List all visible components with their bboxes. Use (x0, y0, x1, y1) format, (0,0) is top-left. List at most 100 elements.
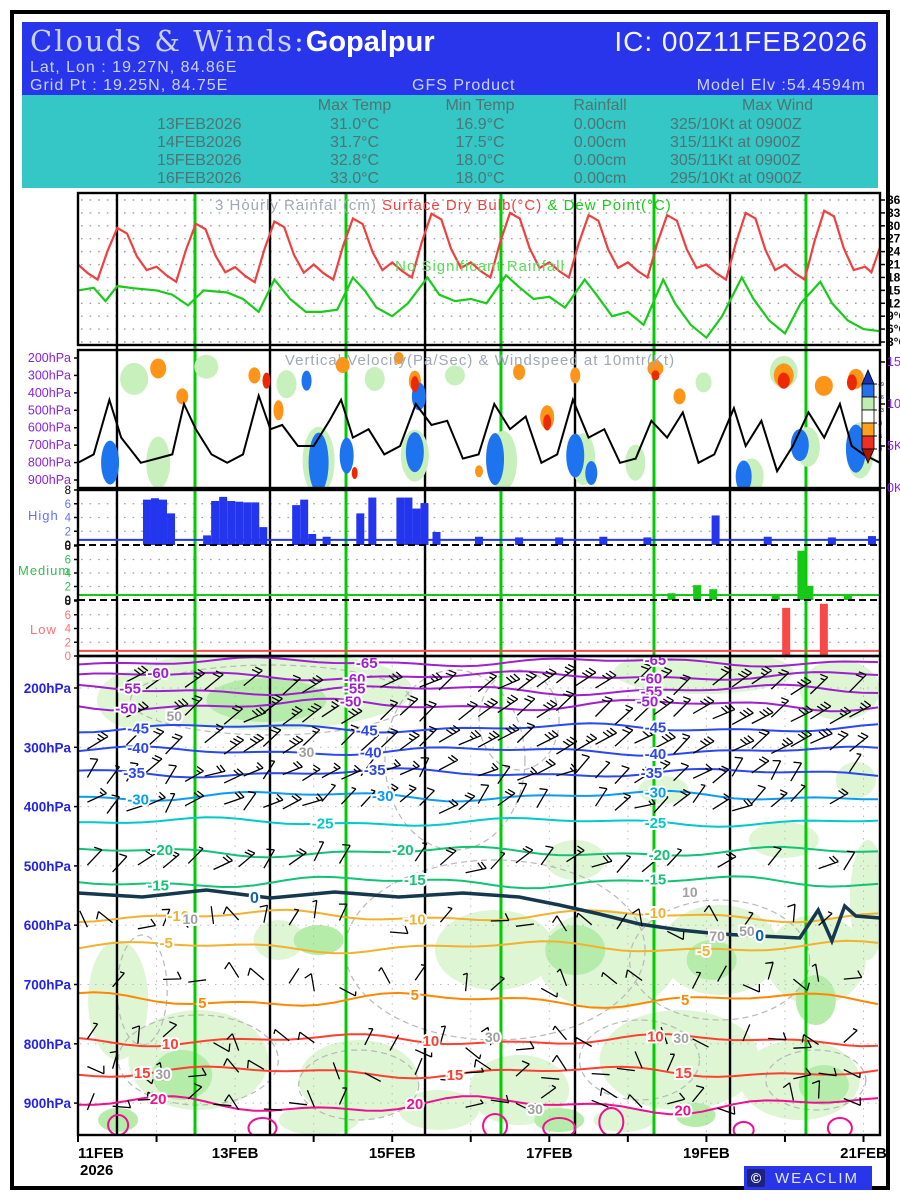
svg-text:-60: -60 (344, 671, 366, 688)
svg-text:700hPa: 700hPa (28, 438, 71, 452)
svg-text:-40: -40 (645, 746, 667, 763)
svg-text:500hPa: 500hPa (24, 859, 72, 874)
table-row-maxtemp: 31.7°C (329, 134, 380, 151)
svg-text:6: 6 (65, 499, 71, 511)
svg-text:-25: -25 (312, 816, 334, 833)
svg-text:30: 30 (299, 744, 315, 760)
svg-text:5: 5 (681, 992, 689, 1009)
svg-text:5: 5 (198, 995, 206, 1012)
svg-text:-25: -25 (645, 815, 667, 832)
svg-text:6: 6 (65, 555, 71, 567)
svg-text:17FEB: 17FEB (526, 1145, 573, 1162)
svg-text:300hPa: 300hPa (24, 740, 72, 755)
table-row-date: 16FEB2026 (157, 170, 242, 187)
title-prefix: Clouds & Winds: (30, 24, 306, 58)
medium-cloud-label: Medium (18, 563, 71, 578)
svg-text:-65: -65 (645, 652, 667, 669)
table-row-maxtemp: 31.0°C (329, 116, 380, 133)
model-elevation: Model Elv :54.4594m (696, 77, 866, 94)
svg-text:4: 4 (65, 513, 72, 525)
high-cloud-label: High (28, 508, 59, 523)
svg-text:300hPa: 300hPa (28, 368, 71, 382)
svg-text:200hPa: 200hPa (28, 351, 71, 365)
svg-text:8: 8 (65, 596, 71, 608)
svg-text:-55: -55 (119, 680, 141, 697)
svg-text:-55: -55 (344, 681, 366, 698)
svg-text:15: 15 (134, 1065, 151, 1082)
svg-text:-50: -50 (340, 693, 362, 710)
svg-text:800hPa: 800hPa (24, 1037, 72, 1052)
svg-text:-15: -15 (147, 877, 169, 894)
svg-text:200hPa: 200hPa (24, 681, 72, 696)
table-row-maxwind: 305/11Kt at 0900Z (670, 152, 801, 169)
table-row-maxtemp: 32.8°C (329, 152, 380, 169)
svg-text:400hPa: 400hPa (28, 386, 71, 400)
weaclim-logo: © WEACLIM (744, 1166, 872, 1190)
svg-text:-5: -5 (160, 935, 173, 952)
svg-text:15: 15 (675, 1065, 692, 1082)
table-row-maxwind: 295/10Kt at 0900Z (670, 170, 802, 187)
table-row-maxwind: 325/10Kt at 0900Z (670, 116, 802, 133)
svg-text:-20: -20 (392, 842, 414, 859)
svg-text:-10: -10 (645, 905, 667, 922)
svg-text:-20: -20 (151, 842, 173, 859)
station-name: Gopalpur (305, 26, 435, 58)
svg-text:800hPa: 800hPa (28, 456, 71, 470)
table-row-mintemp: 16.9°C (455, 116, 505, 133)
svg-text:30: 30 (527, 1101, 543, 1117)
table-row-mintemp: 17.5°C (455, 134, 505, 151)
svg-text:4: 4 (65, 624, 72, 636)
forecast-summary-table: Max Temp Min Temp Rainfall Max Wind 13FEB202… (22, 95, 878, 188)
svg-text:20: 20 (406, 1096, 423, 1113)
surface-panel-title: 3 Hourly Rainfal (cm) Surface Dry Bulb(°… (215, 197, 672, 214)
svg-text:2: 2 (65, 526, 71, 538)
latlon-line: Lat, Lon : 19.27N, 84.86E (30, 59, 238, 76)
svg-text:5: 5 (411, 987, 419, 1004)
rainfall-title: 3 Hourly Rainfal (cm) (215, 197, 383, 214)
svg-text:11FEB: 11FEB (78, 1145, 124, 1162)
table-row-date: 13FEB2026 (157, 116, 242, 133)
table-row-rainfall: 0.00cm (573, 116, 627, 133)
svg-text:700hPa: 700hPa (24, 978, 72, 993)
table-header: Max Temp (317, 97, 392, 114)
svg-text:-45: -45 (127, 720, 149, 737)
svg-text:500hPa: 500hPa (28, 403, 71, 417)
svg-text:2: 2 (65, 582, 71, 594)
svg-text:-60: -60 (641, 670, 663, 687)
svg-text:33°C: 33°C (887, 206, 900, 220)
svg-text:-10: -10 (404, 912, 426, 929)
svg-text:-60: -60 (147, 665, 169, 682)
no-rainfall-note: No Significant Rainfall (395, 258, 565, 275)
vv-panel-title: Vertical Velocity(Pa/Sec) & Windspeed at… (284, 352, 676, 369)
svg-text:36°C: 36°C (887, 193, 900, 207)
svg-text:-30: -30 (645, 785, 667, 802)
svg-text:27°C: 27°C (887, 232, 900, 246)
svg-text:10: 10 (162, 1036, 179, 1053)
table-header: Min Temp (445, 97, 515, 114)
table-row-maxwind: 315/11Kt at 0900Z (670, 134, 801, 151)
svg-text:0: 0 (755, 928, 764, 945)
svg-text:-20: -20 (649, 847, 671, 864)
svg-text:600hPa: 600hPa (24, 918, 72, 933)
svg-text:15Kt: 15Kt (887, 355, 900, 369)
svg-text:13FEB: 13FEB (212, 1145, 259, 1162)
svg-text:15FEB: 15FEB (369, 1145, 416, 1162)
svg-text:20: 20 (150, 1091, 167, 1108)
product-label: GFS Product (412, 77, 516, 94)
svg-text:-35: -35 (123, 765, 145, 782)
svg-text:15°C: 15°C (887, 283, 900, 297)
svg-text:-40: -40 (360, 744, 382, 761)
svg-text:12°C: 12°C (887, 296, 900, 310)
svg-text:600hPa: 600hPa (28, 421, 71, 435)
svg-text:-30: -30 (127, 791, 149, 808)
svg-text:0Kt: 0Kt (887, 481, 900, 495)
gridpt-line: Grid Pt : 19.25N, 84.75E (30, 77, 229, 94)
svg-text:24°C: 24°C (887, 245, 900, 259)
header: Clouds & Winds:Gopalpur IC: 00Z11FEB2026… (22, 22, 878, 95)
svg-text:400hPa: 400hPa (24, 800, 72, 815)
outer-border (10, 10, 890, 1190)
svg-text:-45: -45 (645, 720, 667, 737)
svg-text:50: 50 (739, 923, 755, 939)
svg-text:-5: -5 (697, 943, 710, 960)
